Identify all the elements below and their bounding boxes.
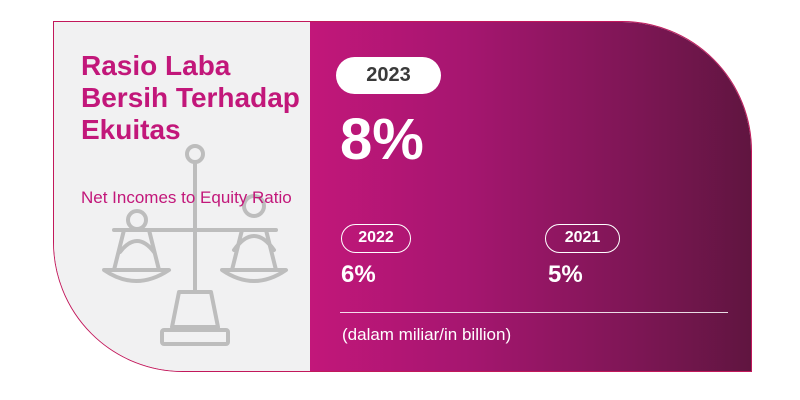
value-2021: 5% [548, 261, 583, 288]
year-badge-current: 2023 [336, 57, 441, 94]
title-panel: Rasio Laba Bersih Terhadap Ekuitas Net I… [54, 22, 310, 371]
values-panel: 2023 8% 2022 6% 2021 5% (dalam miliar/in… [310, 22, 751, 371]
year-badge-2021: 2021 [545, 224, 620, 253]
ratio-subtitle: Net Incomes to Equity Ratio [81, 188, 292, 207]
ratio-card: Rasio Laba Bersih Terhadap Ekuitas Net I… [53, 21, 752, 372]
value-2022: 6% [341, 261, 376, 288]
current-value: 8% [340, 107, 424, 172]
unit-note: (dalam miliar/in billion) [342, 325, 512, 344]
balance-scale-icon [102, 144, 288, 346]
year-badge-2022: 2022 [341, 224, 411, 253]
divider [340, 312, 728, 313]
ratio-title: Rasio Laba Bersih Terhadap Ekuitas [81, 50, 300, 145]
